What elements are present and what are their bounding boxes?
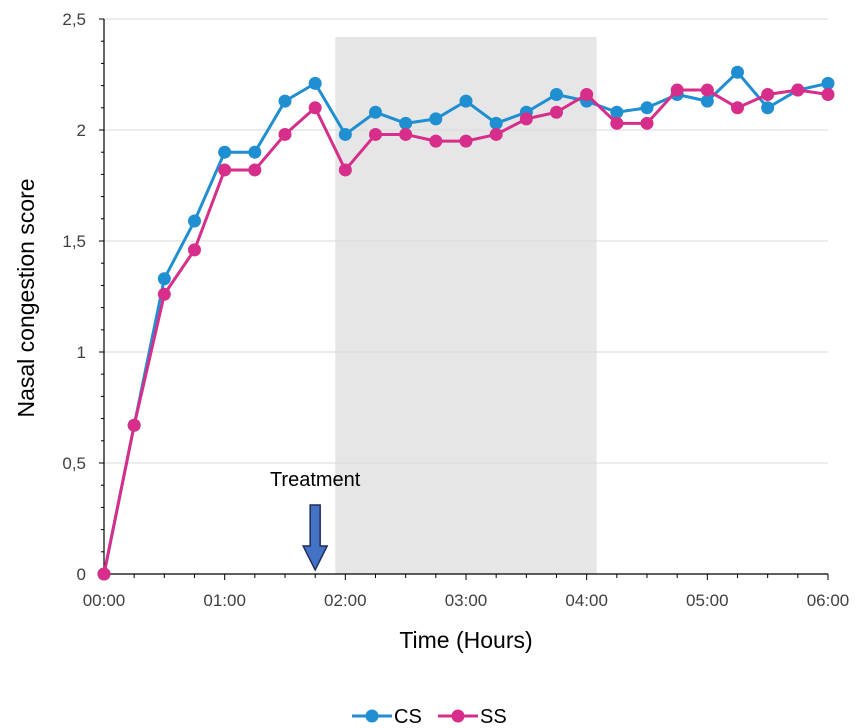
treatment-label: Treatment xyxy=(270,469,361,491)
data-point-ss xyxy=(157,287,171,301)
legend-label-cs: CS xyxy=(394,706,422,728)
grid-lines xyxy=(104,18,828,464)
data-point-ss xyxy=(188,243,201,257)
data-point-ss xyxy=(97,567,111,581)
y-tick-label: 1,5 xyxy=(62,232,86,251)
legend-marker-ss xyxy=(451,709,465,723)
y-tick-label: 1 xyxy=(77,343,86,362)
data-point-cs xyxy=(640,101,654,115)
data-point-ss xyxy=(761,87,775,101)
x-tick-label: 03:00 xyxy=(445,591,488,610)
y-tick-label: 2 xyxy=(77,121,86,140)
x-tick-label: 02:00 xyxy=(324,591,367,610)
data-point-ss xyxy=(127,418,141,432)
shaded-region xyxy=(335,37,597,574)
annotations: Treatment xyxy=(270,469,361,572)
data-point-ss xyxy=(489,127,503,141)
data-point-ss xyxy=(429,134,443,148)
x-axis-title: Time (Hours) xyxy=(399,627,532,653)
y-tick-label: 0,5 xyxy=(62,454,86,473)
y-tick-label: 0 xyxy=(77,565,86,584)
data-point-cs xyxy=(610,105,624,119)
treatment-arrow-icon xyxy=(301,504,329,572)
data-point-cs xyxy=(308,76,322,90)
data-point-ss xyxy=(248,163,262,177)
data-point-ss xyxy=(308,101,322,115)
data-point-ss xyxy=(218,163,232,177)
data-point-ss xyxy=(610,116,624,130)
data-point-cs xyxy=(700,94,714,108)
x-tick-label: 04:00 xyxy=(565,591,608,610)
data-point-cs xyxy=(157,272,171,286)
data-point-cs xyxy=(489,116,503,130)
data-point-cs xyxy=(369,105,382,119)
data-point-cs xyxy=(459,94,473,108)
x-tick-label: 01:00 xyxy=(203,591,246,610)
data-point-ss xyxy=(700,83,714,97)
x-tick-label: 00:00 xyxy=(83,591,126,610)
data-point-ss xyxy=(338,163,352,177)
x-tick-label: 05:00 xyxy=(686,591,729,610)
data-point-cs xyxy=(550,87,563,101)
data-point-ss xyxy=(821,87,835,101)
data-point-cs xyxy=(731,65,744,79)
data-point-cs xyxy=(218,145,232,159)
data-point-ss xyxy=(670,83,684,97)
data-point-ss xyxy=(459,134,473,148)
data-point-cs xyxy=(399,116,413,130)
legend-label-ss: SS xyxy=(480,706,507,728)
data-point-ss xyxy=(731,101,744,115)
y-tick-label: 2,5 xyxy=(62,10,86,29)
data-point-cs xyxy=(338,127,352,141)
legend-marker-cs xyxy=(365,709,379,723)
data-point-ss xyxy=(791,83,805,97)
data-point-cs xyxy=(248,145,262,159)
data-point-cs xyxy=(188,214,201,228)
data-point-ss xyxy=(369,127,382,141)
data-point-ss xyxy=(399,127,413,141)
y-tick-labels: 0 0,5 1 1,5 2 2,5 xyxy=(62,10,86,584)
data-point-ss xyxy=(550,105,563,119)
x-tick-label: 06:00 xyxy=(807,591,850,610)
axes xyxy=(99,18,829,580)
y-axis-title: Nasal congestion score xyxy=(13,178,39,417)
treatment-shaded-region xyxy=(335,37,597,574)
legend: CS SS xyxy=(352,706,507,728)
data-point-cs xyxy=(278,94,292,108)
data-point-ss xyxy=(278,127,292,141)
x-tick-labels: 00:00 01:00 02:00 03:00 04:00 05:00 06:00 xyxy=(83,591,850,610)
data-point-ss xyxy=(519,112,533,126)
series-lines xyxy=(97,65,835,581)
data-point-cs xyxy=(761,101,775,115)
data-point-ss xyxy=(640,116,654,130)
data-point-cs xyxy=(429,112,443,126)
data-point-cs xyxy=(821,76,835,90)
data-point-ss xyxy=(580,87,594,101)
